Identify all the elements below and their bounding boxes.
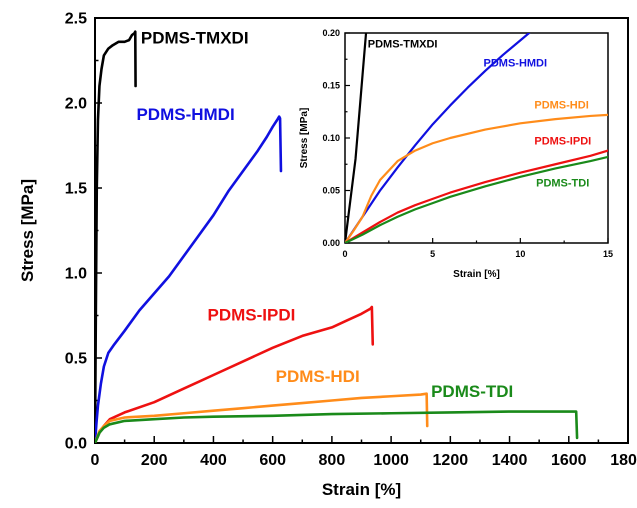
- inset-y-tick-label: 0.00: [322, 238, 340, 248]
- main-x-tick-label: 600: [259, 452, 286, 469]
- inset-x-tick-label: 15: [603, 249, 613, 259]
- inset-x-tick-label: 5: [430, 249, 435, 259]
- main-label-pdms-hmdi: PDMS-HMDI: [136, 105, 234, 124]
- main-label-pdms-tdi: PDMS-TDI: [431, 382, 513, 401]
- main-y-tick-label: 2.0: [65, 96, 87, 113]
- main-y-tick-label: 1.0: [65, 266, 87, 283]
- main-x-tick-label: 400: [200, 452, 227, 469]
- main-x-tick-label: 1000: [373, 452, 409, 469]
- main-series-pdms-hdi: [95, 392, 429, 443]
- main-y-tick-label: 0.5: [65, 351, 87, 368]
- inset-series-pdms-tmxdi: [345, 33, 368, 243]
- inset-series-pdms-hmdi: [345, 33, 531, 243]
- main-y-tick-label: 2.5: [65, 11, 87, 28]
- inset-y-tick-label: 0.05: [322, 186, 340, 196]
- main-label-pdms-hdi: PDMS-HDI: [276, 367, 360, 386]
- inset-label-pdms-ipdi: PDMS-IPDI: [534, 135, 591, 147]
- main-y-tick-label: 1.5: [65, 181, 87, 198]
- inset-x-tick-label: 10: [515, 249, 525, 259]
- inset-x-axis-title: Strain [%]: [453, 269, 500, 280]
- inset-y-tick-label: 0.10: [322, 133, 340, 143]
- inset-y-tick-label: 0.15: [322, 81, 340, 91]
- inset-label-pdms-hdi: PDMS-HDI: [534, 100, 588, 112]
- inset-chart-group: 0 5 10 15 0.00 0.05 0.10 0.15 0.20 PDMS-TMXDI PDMS…: [299, 28, 613, 280]
- main-series-pdms-tmxdi: [95, 30, 137, 443]
- main-x-tick-label: 1200: [433, 452, 469, 469]
- main-x-tick-label: 200: [141, 452, 168, 469]
- inset-series-pdms-ipdi: [345, 149, 608, 243]
- inset-series-pdms-hdi: [345, 113, 608, 243]
- main-y-axis-title: Stress [MPa]: [18, 179, 37, 282]
- main-x-tick-label: 0: [91, 452, 100, 469]
- main-label-pdms-ipdi: PDMS-IPDI: [208, 306, 296, 325]
- main-y-tick-label: 0.0: [65, 436, 87, 453]
- inset-label-pdms-hmdi: PDMS-HMDI: [484, 58, 548, 70]
- main-series-pdms-tdi: [95, 410, 579, 443]
- main-x-tick-label: 1600: [551, 452, 587, 469]
- main-x-tick-label: 800: [319, 452, 346, 469]
- inset-y-axis-title: Stress [MPa]: [299, 108, 310, 169]
- inset-y-tick-label: 0.20: [322, 28, 340, 38]
- inset-x-tick-label: 0: [342, 249, 347, 259]
- main-x-tick-label: 1400: [492, 452, 528, 469]
- main-x-axis-title: Strain [%]: [322, 480, 401, 499]
- inset-plot-frame: [344, 32, 609, 244]
- inset-label-pdms-tmxdi: PDMS-TMXDI: [368, 39, 438, 51]
- main-label-pdms-tmxdi: PDMS-TMXDI: [141, 29, 249, 48]
- inset-series-pdms-tdi: [345, 155, 608, 243]
- inset-label-pdms-tdi: PDMS-TDI: [536, 177, 589, 189]
- main-series-pdms-hmdi: [95, 115, 283, 443]
